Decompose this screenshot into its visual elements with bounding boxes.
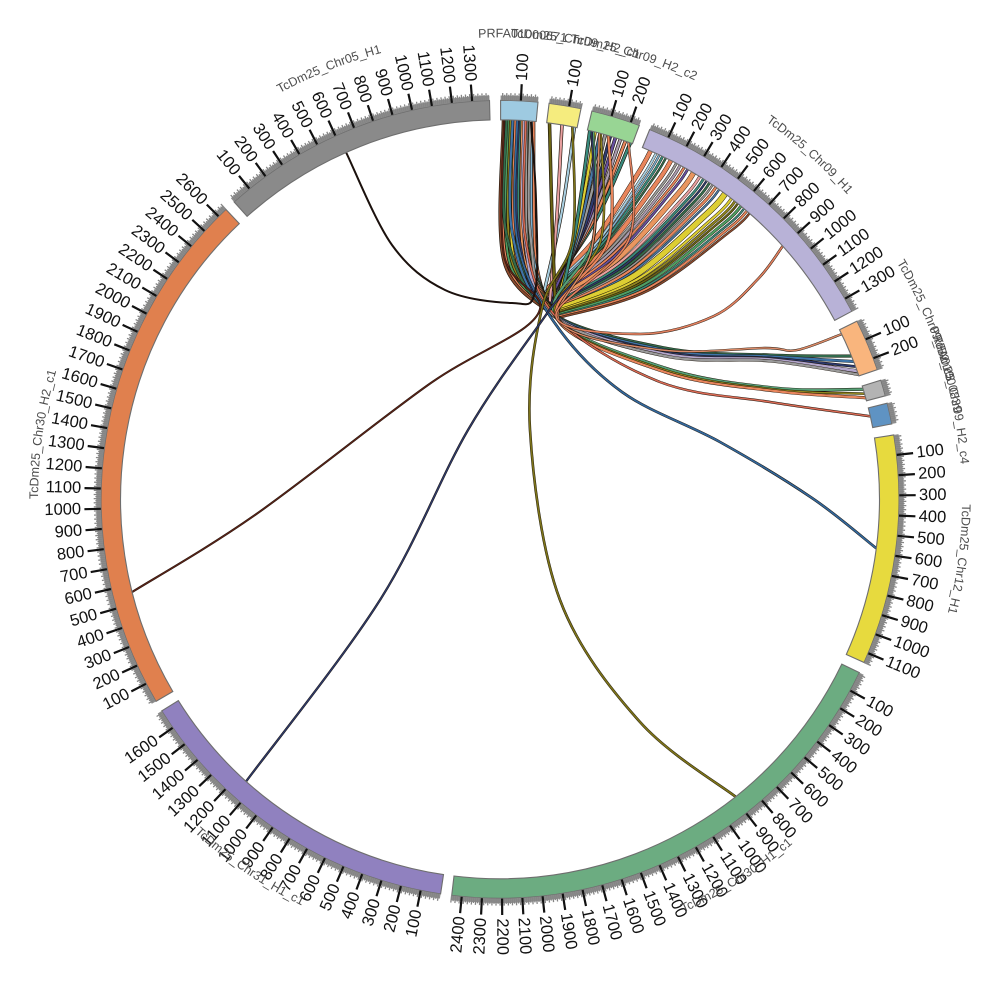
- svg-text:1200: 1200: [45, 455, 83, 476]
- svg-text:500: 500: [916, 529, 945, 549]
- svg-text:700: 700: [59, 564, 89, 587]
- svg-text:2400: 2400: [447, 916, 468, 954]
- svg-text:700: 700: [909, 571, 939, 594]
- svg-text:900: 900: [54, 522, 83, 542]
- svg-text:1100: 1100: [414, 50, 438, 88]
- svg-text:1300: 1300: [47, 432, 86, 455]
- svg-text:1100: 1100: [45, 478, 81, 497]
- svg-text:1900: 1900: [557, 912, 581, 951]
- svg-text:1200: 1200: [436, 46, 458, 85]
- svg-text:1000: 1000: [44, 500, 81, 519]
- svg-text:400: 400: [918, 507, 946, 526]
- svg-text:600: 600: [63, 585, 94, 609]
- svg-text:1300: 1300: [459, 44, 480, 82]
- svg-text:100: 100: [915, 441, 944, 462]
- svg-text:600: 600: [914, 550, 944, 572]
- svg-text:2000: 2000: [536, 915, 558, 953]
- svg-text:2200: 2200: [493, 918, 511, 955]
- svg-text:100: 100: [513, 53, 532, 81]
- svg-text:200: 200: [918, 463, 947, 483]
- svg-text:2300: 2300: [470, 917, 490, 954]
- svg-text:2100: 2100: [515, 917, 535, 955]
- svg-text:100: 100: [402, 908, 425, 939]
- svg-text:300: 300: [919, 486, 947, 504]
- svg-text:800: 800: [56, 543, 86, 564]
- svg-text:100: 100: [564, 58, 587, 88]
